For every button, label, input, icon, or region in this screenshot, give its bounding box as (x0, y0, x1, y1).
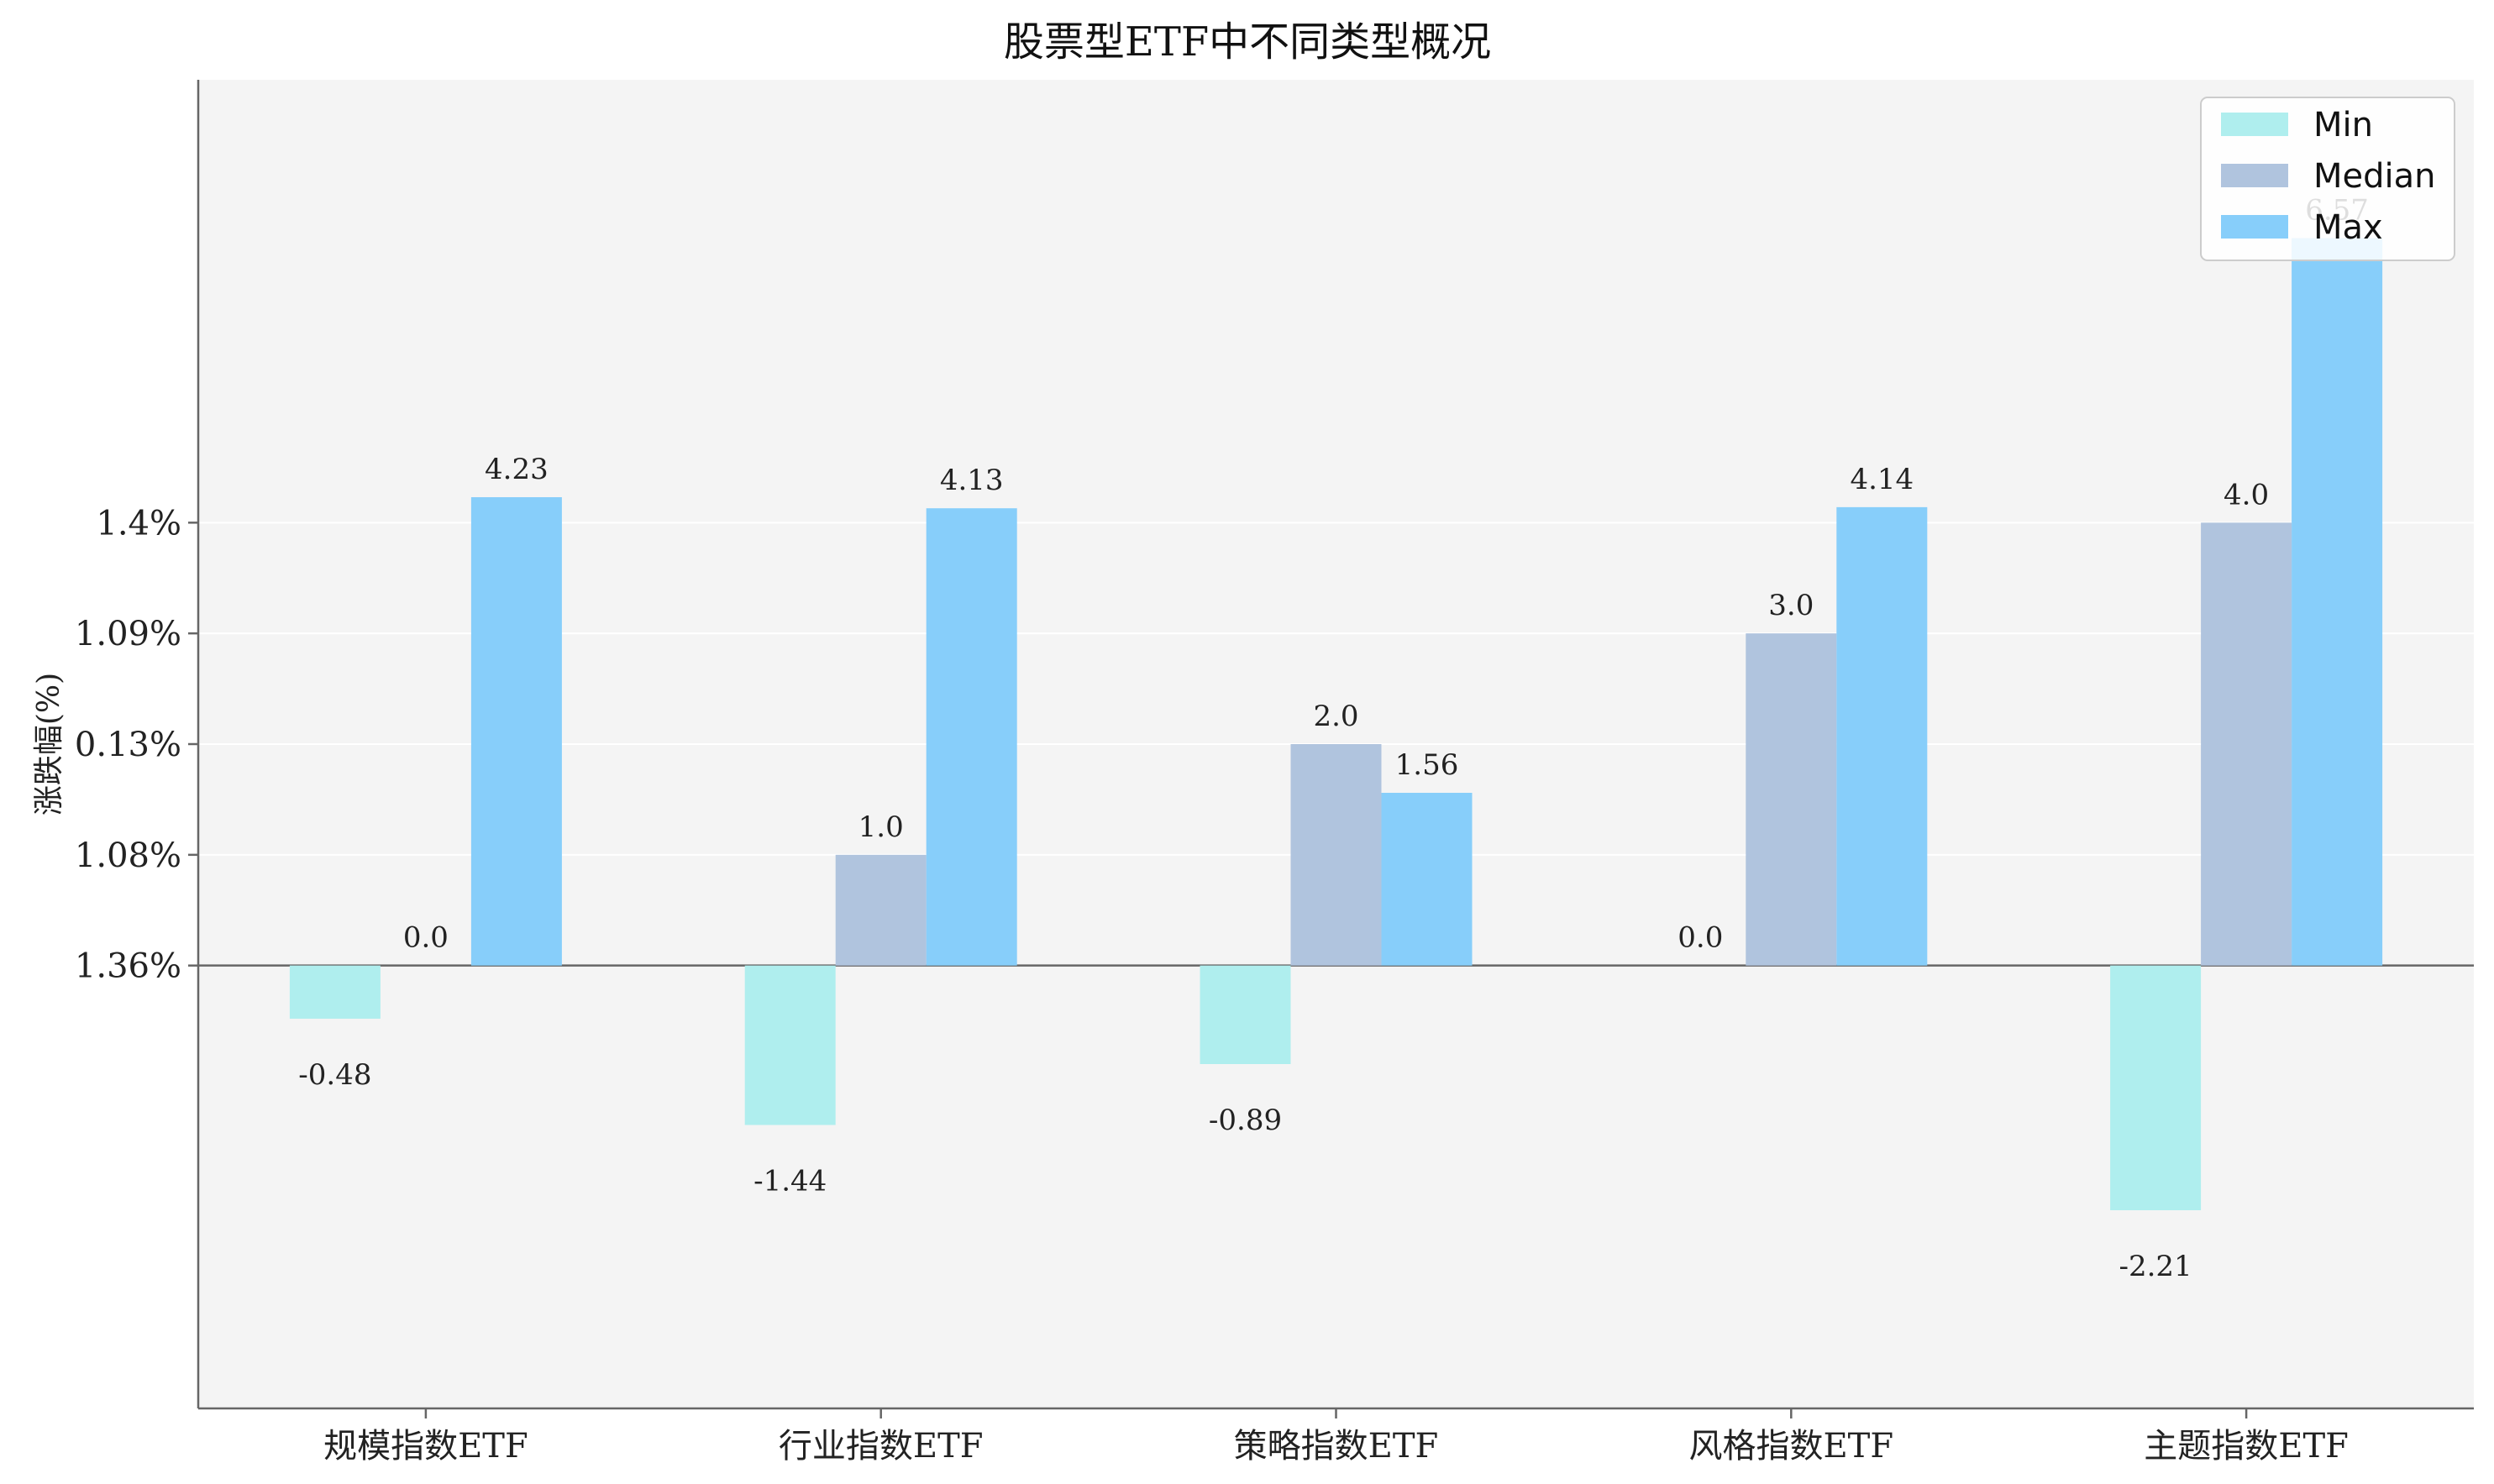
data-label: -2.21 (2119, 1250, 2192, 1283)
x-tick-label: 风格指数ETF (1688, 1427, 1893, 1466)
bar-min (2110, 965, 2202, 1211)
chart-title: 股票型ETF中不同类型概况 (1004, 18, 1491, 66)
legend-label: Median (2313, 157, 2436, 196)
data-label: 4.23 (485, 453, 549, 486)
y-tick-label: 1.08% (75, 836, 181, 875)
y-tick-label: 1.4% (96, 504, 181, 543)
data-label: 1.56 (1395, 748, 1459, 782)
legend-swatch-median (2221, 164, 2288, 187)
y-tick-labels: 1.36% 1.08% 0.13% 1.09% 1.4% (75, 504, 198, 986)
data-label: -0.48 (298, 1058, 371, 1092)
data-label: 0.0 (403, 921, 449, 955)
x-tick-label: 规模指数ETF (323, 1427, 528, 1466)
legend-label: Min (2313, 106, 2373, 144)
x-tick-label: 行业指数ETF (779, 1427, 984, 1466)
y-tick-label: 0.13% (75, 726, 181, 764)
bar-min (744, 965, 836, 1125)
data-label: 4.13 (940, 464, 1004, 497)
x-tick-labels: 规模指数ETF 行业指数ETF 策略指数ETF 风格指数ETF 主题指数ETF (323, 1408, 2349, 1466)
bar-max (470, 497, 562, 966)
bar-median (2201, 522, 2292, 966)
legend-swatch-max (2221, 215, 2288, 239)
legend-swatch-min (2221, 113, 2288, 136)
legend: Min Median Max (2200, 97, 2455, 261)
bar-median (1290, 744, 1382, 966)
data-label: -0.89 (1209, 1104, 1282, 1137)
bar-min (1200, 965, 1291, 1064)
data-label: -1.44 (753, 1165, 827, 1198)
data-label: 4.14 (1850, 463, 1914, 496)
y-axis-label: 涨跌幅(%) (32, 673, 66, 815)
bar-min (289, 965, 381, 1019)
bar-max (2292, 238, 2383, 966)
bars (289, 238, 2383, 1211)
x-tick-label: 主题指数ETF (2144, 1427, 2349, 1466)
data-label: 2.0 (1313, 700, 1358, 733)
bar-max (926, 508, 1017, 966)
y-tick-label: 1.36% (75, 947, 181, 986)
data-label: 4.0 (2224, 478, 2269, 511)
bar-median (835, 854, 927, 966)
data-label: 3.0 (1768, 589, 1814, 622)
x-tick-label: 策略指数ETF (1234, 1427, 1439, 1466)
legend-label: Max (2313, 208, 2383, 247)
y-tick-label: 1.09% (75, 615, 181, 653)
bar-median (1746, 633, 1837, 966)
bar-max (1381, 793, 1473, 966)
data-label: 1.0 (858, 810, 904, 844)
data-label: 0.0 (1678, 921, 1723, 955)
bar-max (1836, 506, 1928, 966)
